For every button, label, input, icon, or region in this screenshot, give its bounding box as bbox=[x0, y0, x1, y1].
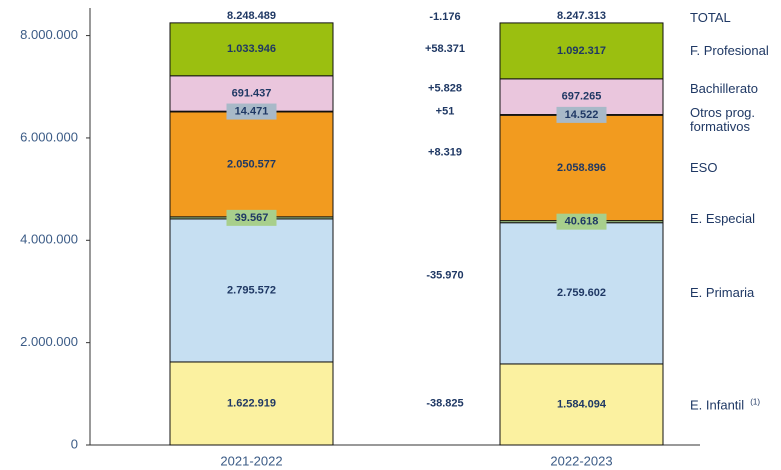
change-label: +58.371 bbox=[425, 43, 465, 55]
x-tick-label: 2022-2023 bbox=[550, 453, 612, 468]
legend-label: E. Especial bbox=[690, 210, 756, 226]
bar-segment bbox=[499, 222, 664, 365]
y-tick-label: 8.000.000 bbox=[20, 27, 78, 42]
label-text: F. Profesional bbox=[690, 42, 769, 58]
y-tick-label: 2.000.000 bbox=[20, 334, 78, 349]
change-label: +5.828 bbox=[428, 82, 462, 94]
value-label: 2.058.896 bbox=[557, 162, 606, 174]
bar-segment bbox=[499, 22, 664, 80]
change-label: -38.825 bbox=[426, 397, 463, 409]
label-box bbox=[226, 209, 277, 226]
legend-label: TOTAL bbox=[690, 11, 731, 25]
value-label: 2.759.602 bbox=[557, 287, 606, 299]
bar-segment bbox=[169, 22, 334, 77]
total-label: 8.247.313 bbox=[557, 10, 606, 22]
legend-label: F. Profesional bbox=[690, 42, 769, 58]
value-label: 697.265 bbox=[562, 91, 602, 103]
legend-label: Bachillerato bbox=[690, 80, 758, 96]
value-label: 1.033.946 bbox=[227, 43, 276, 55]
label-box bbox=[226, 103, 277, 120]
label-text: E. Primaria bbox=[690, 285, 755, 301]
y-tick-label: 0 bbox=[71, 436, 78, 451]
footnote-mark: (1) bbox=[750, 397, 760, 407]
value-label: 14.522 bbox=[565, 109, 599, 121]
change-label: +51 bbox=[436, 105, 455, 117]
label-text: E. Especial bbox=[690, 210, 756, 226]
change-label: -1.176 bbox=[429, 11, 460, 23]
value-label: 39.567 bbox=[235, 212, 269, 224]
bar-segment bbox=[169, 218, 334, 363]
y-tick-label: 4.000.000 bbox=[20, 232, 78, 247]
y-tick-label: 6.000.000 bbox=[20, 129, 78, 144]
bar-segment bbox=[499, 363, 664, 446]
legend-label: E. Infantil (1) bbox=[690, 396, 760, 413]
x-tick-label: 2021-2022 bbox=[220, 453, 282, 468]
label-text: TOTAL bbox=[690, 10, 731, 25]
value-label: 691.437 bbox=[232, 87, 272, 99]
bar-segment bbox=[499, 114, 664, 222]
value-label: 2.050.577 bbox=[227, 158, 276, 170]
change-label: +8.319 bbox=[428, 146, 462, 158]
value-label: 1.092.317 bbox=[557, 45, 606, 57]
label-text: Otros prog. formativos bbox=[690, 104, 756, 134]
label-box bbox=[556, 106, 607, 123]
label-text: E. Infantil bbox=[690, 398, 745, 414]
value-label: 40.618 bbox=[565, 216, 599, 228]
bar-segment bbox=[169, 361, 334, 446]
total-label: 8.248.489 bbox=[227, 10, 276, 22]
change-label: -35.970 bbox=[426, 269, 463, 281]
label-text: ESO bbox=[690, 159, 718, 175]
label-box bbox=[556, 213, 607, 230]
value-label: 1.584.094 bbox=[557, 398, 607, 410]
legend-label: ESO bbox=[690, 159, 718, 175]
label-text: Bachillerato bbox=[690, 80, 758, 96]
value-label: 2.795.572 bbox=[227, 284, 276, 296]
legend-label: E. Primaria bbox=[690, 286, 754, 300]
value-label: 1.622.919 bbox=[227, 397, 276, 409]
bar-segment bbox=[169, 111, 334, 218]
value-label: 14.471 bbox=[235, 105, 269, 117]
legend-label: Otros prog. formativos bbox=[690, 104, 770, 134]
